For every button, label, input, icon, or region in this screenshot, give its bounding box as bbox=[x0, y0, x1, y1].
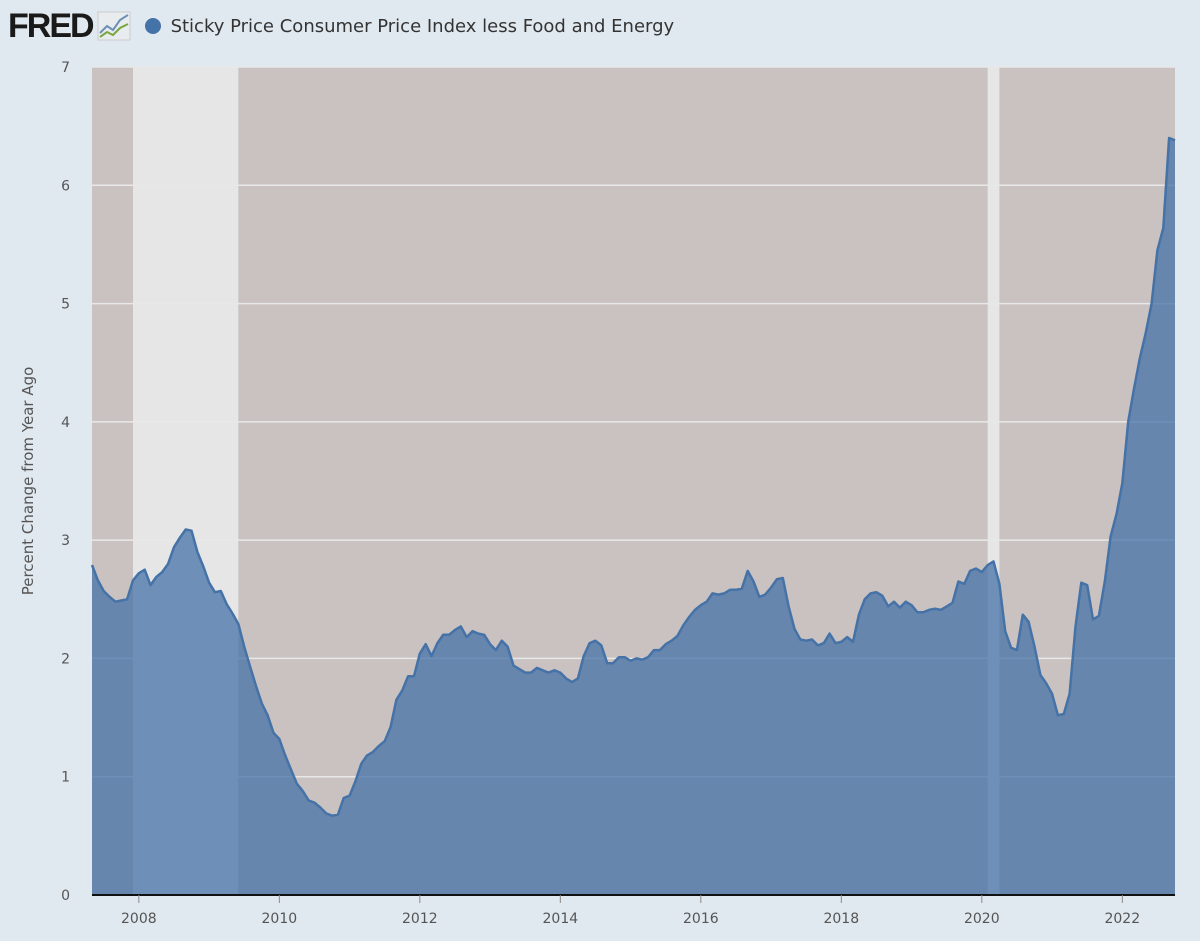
x-tick-label: 2020 bbox=[964, 911, 1000, 927]
y-tick-label: 6 bbox=[61, 178, 70, 194]
legend[interactable]: Sticky Price Consumer Price Index less F… bbox=[144, 15, 675, 37]
series-line bbox=[90, 136, 1176, 817]
chart-logo-icon bbox=[97, 11, 131, 41]
legend-label: Sticky Price Consumer Price Index less F… bbox=[170, 15, 675, 37]
y-tick-label: 0 bbox=[61, 888, 70, 904]
x-tick-label: 2018 bbox=[823, 911, 859, 927]
y-tick-label: 4 bbox=[61, 415, 70, 431]
series-area bbox=[92, 138, 1175, 895]
y-tick-label: 7 bbox=[61, 60, 70, 76]
x-tick-label: 2010 bbox=[262, 911, 298, 927]
x-tick-label: 2008 bbox=[121, 911, 157, 927]
y-tick-label: 5 bbox=[61, 297, 70, 313]
legend-marker bbox=[144, 18, 161, 34]
y-axis-label: Percent Change from Year Ago bbox=[19, 367, 37, 596]
x-tick-label: 2014 bbox=[543, 911, 579, 927]
x-tick-label: 2012 bbox=[402, 911, 438, 927]
x-tick-label: 2016 bbox=[683, 911, 719, 927]
y-tick-label: 2 bbox=[61, 651, 70, 667]
x-tick-label: 2022 bbox=[1104, 911, 1140, 927]
recession-band bbox=[987, 67, 1000, 895]
chart-header: FRED Sticky Price Consumer Price Index l… bbox=[8, 6, 674, 46]
fred-logo[interactable]: FRED bbox=[8, 6, 95, 45]
y-tick-label: 3 bbox=[61, 533, 70, 549]
y-tick-label: 1 bbox=[61, 770, 70, 786]
